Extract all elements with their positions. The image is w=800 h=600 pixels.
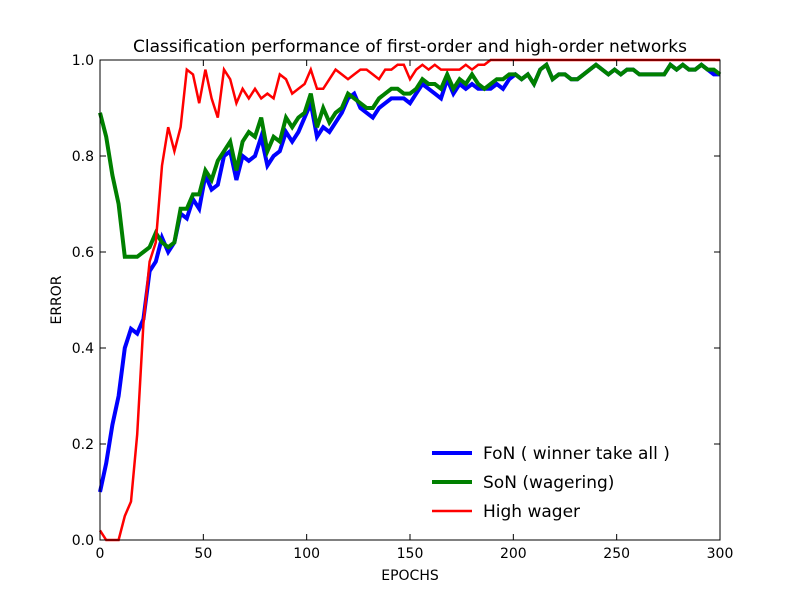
y-tick-label: 0.2 [72,437,94,453]
x-axis-ticks: 0 50 100 150 200 250 300 [96,60,734,562]
x-tick-label: 50 [194,546,212,562]
legend-label: FoN ( winner take all ) [483,444,670,464]
legend-label: High wager [483,502,580,522]
y-tick-label: 1.0 [72,53,94,69]
x-tick-label: 150 [397,546,424,562]
plot-area [100,60,720,540]
legend-label: SoN (wagering) [483,473,614,493]
x-tick-label: 100 [293,546,320,562]
y-axis-label: ERROR [49,275,65,324]
series-line-son-wagering [98,61,722,259]
y-axis-ticks: 0.0 0.2 0.4 0.6 0.8 1.0 [72,53,720,549]
x-tick-label: 0 [96,546,105,562]
y-tick-label: 0.6 [72,245,94,261]
x-tick-label: 300 [707,546,734,562]
x-tick-label: 200 [500,546,527,562]
y-tick-label: 0.4 [72,341,94,357]
chart-title: Classification performance of first-orde… [133,37,687,57]
x-axis-label: EPOCHS [381,568,439,584]
y-tick-label: 0.0 [72,533,94,549]
x-tick-label: 250 [603,546,630,562]
legend: FoN ( winner take all ) SoN (wagering) Hig… [432,444,670,522]
y-tick-label: 0.8 [72,149,94,165]
